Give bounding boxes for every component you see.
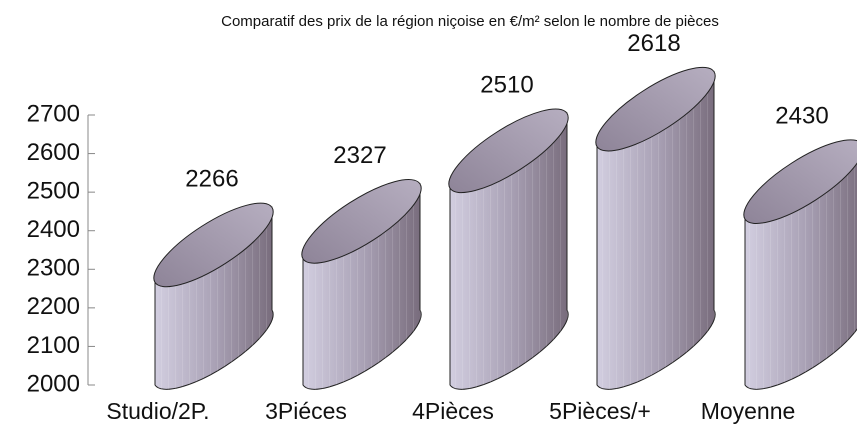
y-tick-label: 2400 [27, 216, 80, 243]
x-tick-label: Studio/2P. [106, 398, 209, 424]
value-label: 2430 [775, 102, 828, 129]
x-tick-label: 5Pièces/+ [549, 398, 651, 424]
cylinder-top [301, 179, 422, 264]
y-tick-label: 2600 [27, 139, 80, 166]
y-tick-label: 2700 [27, 100, 80, 127]
cylinder-stripes [303, 183, 422, 390]
x-tick-label: 4Pièces [412, 398, 494, 424]
cylinder-stripes [597, 71, 716, 390]
value-label: 2618 [627, 30, 680, 57]
cylinder-top [448, 108, 569, 194]
y-tick-label: 2200 [27, 293, 80, 320]
chart-title: Comparatif des prix de la région niçoise… [221, 13, 719, 30]
value-label: 2327 [333, 142, 386, 169]
value-label: 2266 [185, 166, 238, 193]
cylinder-top [743, 139, 857, 224]
y-tick-label: 2100 [27, 332, 80, 359]
y-tick-label: 2300 [27, 255, 80, 282]
cylinder-top [595, 66, 716, 152]
y-tick-label: 2000 [27, 370, 80, 397]
x-tick-label: 3Piéces [265, 398, 347, 424]
cylinder-stripes [155, 207, 274, 390]
x-tick-label: Moyenne [701, 398, 796, 424]
cylinder-top [153, 202, 274, 288]
y-tick-label: 2500 [27, 177, 80, 204]
value-label: 2510 [480, 72, 533, 99]
